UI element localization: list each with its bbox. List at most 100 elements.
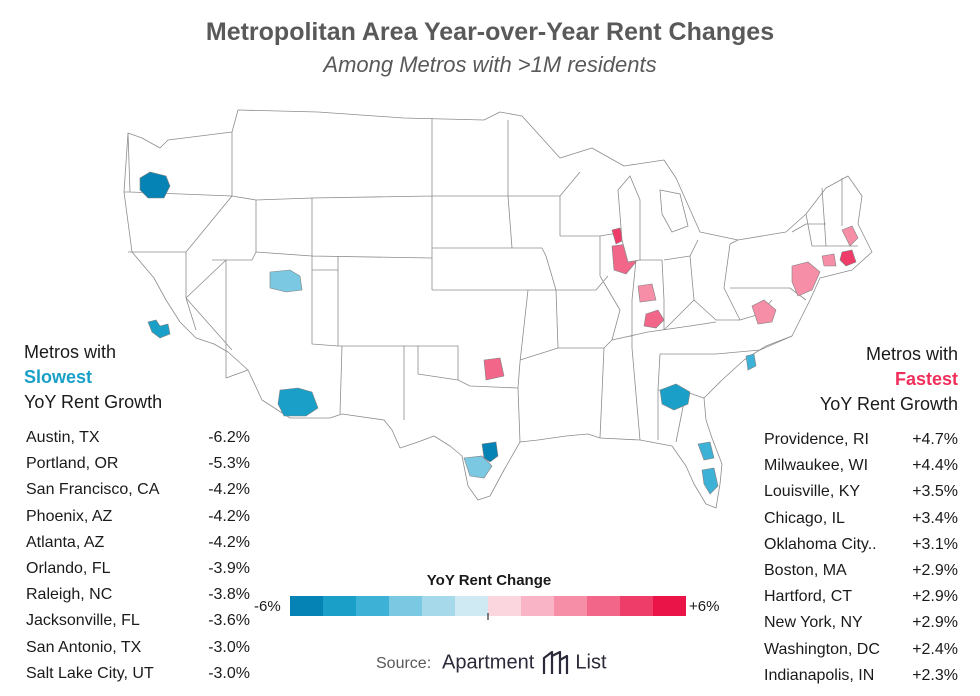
metro-oklahoma-city [483, 357, 505, 381]
metro-value: -4.2% [208, 507, 250, 525]
metro-name: New York, NY [764, 614, 863, 632]
table-row: Atlanta, AZ -4.2% [26, 530, 250, 556]
table-row: Louisville, KY +3.5% [764, 479, 958, 505]
legend-swatch [488, 596, 522, 616]
fastest-metros-table: Providence, RI +4.7% Milwaukee, WI +4.4% L… [764, 427, 958, 689]
legend-swatch [521, 596, 555, 616]
metro-value: +4.4% [912, 457, 958, 475]
table-row: Oklahoma City.. +3.1% [764, 532, 958, 558]
metro-value: -4.2% [208, 533, 250, 551]
legend-swatch [653, 596, 686, 616]
lake-huron [659, 189, 689, 233]
metro-portland [139, 171, 171, 199]
table-row: Chicago, IL +3.4% [764, 506, 958, 532]
metro-name: Chicago, IL [764, 509, 845, 527]
table-row: New York, NY +2.9% [764, 610, 958, 636]
metro-value: -5.3% [208, 455, 250, 473]
metro-name: Indianapolis, IN [764, 666, 875, 684]
metro-name: Oklahoma City.. [764, 535, 877, 553]
legend-title: YoY Rent Change [426, 572, 552, 589]
legend-swatch [587, 596, 621, 616]
metro-washington [751, 299, 777, 325]
legend-max-label: +6% [689, 598, 720, 615]
metro-jacksonville [697, 441, 715, 461]
metro-raleigh [745, 353, 757, 371]
slowest-heading-line3: YoY Rent Growth [24, 392, 163, 412]
legend-swatch [422, 596, 456, 616]
slowest-metros-table: Austin, TX -6.2% Portland, OR -5.3% San Fr… [26, 425, 250, 687]
metro-name: Portland, OR [26, 455, 119, 473]
legend-swatch [554, 596, 588, 616]
legend-swatch [620, 596, 654, 616]
metro-name: Atlanta, AZ [26, 533, 105, 551]
legend-min-label: -6% [254, 598, 281, 615]
lake-michigan [617, 175, 641, 263]
slowest-heading-line1: Metros with [24, 342, 117, 362]
metro-orlando [701, 467, 719, 495]
metro-value: +2.3% [912, 666, 958, 684]
metro-name: Jacksonville, FL [26, 612, 140, 630]
metro-salt-lake [269, 269, 303, 293]
metro-value: -3.6% [208, 612, 250, 630]
fastest-heading-accent: Fastest [894, 369, 958, 389]
metro-value: +2.4% [912, 640, 958, 658]
metro-value: -3.0% [208, 664, 250, 682]
metro-indianapolis [637, 283, 657, 303]
apartment-list-logo: Apartment List [442, 650, 607, 676]
metro-value: -3.8% [208, 586, 250, 604]
fastest-heading-line3: YoY Rent Growth [819, 394, 958, 414]
legend-swatch [389, 596, 423, 616]
state-borders [124, 118, 858, 443]
legend-color-scale [290, 596, 686, 620]
metro-value: +2.9% [912, 614, 958, 632]
metro-value: +4.7% [912, 431, 958, 449]
metro-name: Raleigh, NC [26, 586, 113, 604]
table-row: Hartford, CT +2.9% [764, 584, 958, 610]
metro-name: San Antonio, TX [26, 638, 142, 656]
metro-value: +3.5% [912, 483, 958, 501]
legend-swatch [323, 596, 357, 616]
metro-name: Orlando, FL [26, 560, 111, 578]
table-row: Raleigh, NC -3.8% [26, 582, 250, 608]
slowest-heading-accent: Slowest [24, 367, 93, 387]
metro-name: Washington, DC [764, 640, 880, 658]
building-logo-icon [542, 650, 568, 674]
metro-austin [481, 441, 499, 463]
table-row: Phoenix, AZ -4.2% [26, 504, 250, 530]
map-title: Metropolitan Area Year-over-Year Rent Ch… [205, 18, 775, 46]
table-row: Washington, DC +2.4% [764, 637, 958, 663]
metro-name: Hartford, CT [764, 588, 853, 606]
table-row: Indianapolis, IN +2.3% [764, 663, 958, 689]
metro-value: +2.9% [912, 562, 958, 580]
table-row: Boston, MA +2.9% [764, 558, 958, 584]
metro-name: Louisville, KY [764, 483, 861, 501]
metro-louisville [643, 309, 665, 329]
metro-name: San Francisco, CA [26, 481, 160, 499]
map-subtitle: Among Metros with >1M residents [323, 52, 657, 77]
metro-value: +3.1% [912, 535, 958, 553]
metro-name: Milwaukee, WI [764, 457, 869, 475]
metro-value: +2.9% [912, 588, 958, 606]
table-row: Portland, OR -5.3% [26, 451, 250, 477]
metro-hartford [821, 253, 837, 267]
brand-left-text: Apartment [442, 651, 535, 674]
table-row: Jacksonville, FL -3.6% [26, 608, 250, 634]
brand-right-text: List [575, 651, 607, 674]
metro-boston [841, 225, 859, 247]
metro-name: Salt Lake City, UT [26, 664, 154, 682]
metro-value: -3.9% [208, 560, 250, 578]
legend-swatch [290, 596, 324, 616]
table-row: Orlando, FL -3.9% [26, 556, 250, 582]
metro-phoenix [277, 387, 319, 417]
metro-name: Austin, TX [26, 429, 100, 447]
fastest-heading: Metros with Fastest YoY Rent Growth [820, 342, 958, 417]
metro-name: Phoenix, AZ [26, 507, 113, 525]
metro-name: Providence, RI [764, 431, 869, 449]
metro-value: -3.0% [208, 638, 250, 656]
table-row: Austin, TX -6.2% [26, 425, 250, 451]
metro-value: -4.2% [208, 481, 250, 499]
metro-san-antonio [463, 455, 493, 479]
slowest-heading: Metros with Slowest YoY Rent Growth [24, 340, 162, 415]
metro-new-york [791, 261, 821, 297]
